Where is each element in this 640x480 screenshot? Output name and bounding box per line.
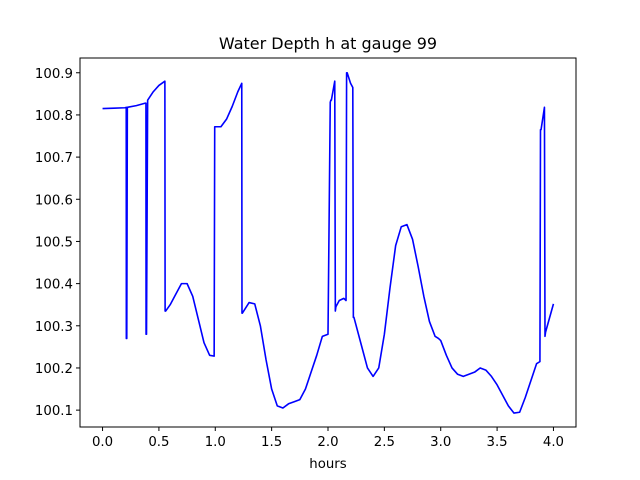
y-axis-ticks: 100.1 100.2 100.3 100.4 100.5 100.6 100.7 100.8… — [35, 67, 80, 419]
x-tick-label: 0.0 — [92, 435, 113, 450]
y-tick-label: 100.1 — [35, 404, 73, 419]
x-tick-label: 3.5 — [487, 435, 508, 450]
y-tick-label: 100.3 — [35, 320, 73, 335]
x-tick-label: 0.5 — [148, 435, 169, 450]
x-tick-label: 1.0 — [205, 435, 226, 450]
y-tick-label: 100.9 — [35, 67, 73, 82]
y-tick-label: 100.5 — [35, 235, 73, 250]
y-tick-label: 100.6 — [35, 193, 73, 208]
x-tick-label: 4.0 — [543, 435, 564, 450]
series-line-water-depth — [102, 71, 555, 414]
y-tick-label: 100.7 — [35, 151, 73, 166]
x-axis-ticks: 0.0 0.5 1.0 1.5 2.0 2.5 3.0 3.5 4.0 — [92, 427, 564, 450]
x-tick-label: 2.5 — [374, 435, 395, 450]
chart-title: Water Depth h at gauge 99 — [219, 34, 437, 53]
x-tick-label: 2.0 — [317, 435, 338, 450]
y-tick-label: 100.8 — [35, 109, 73, 124]
x-axis-label: hours — [309, 457, 346, 472]
y-tick-label: 100.4 — [35, 278, 73, 293]
x-tick-label: 1.5 — [261, 435, 282, 450]
y-tick-label: 100.2 — [35, 362, 73, 377]
x-tick-label: 3.0 — [430, 435, 451, 450]
